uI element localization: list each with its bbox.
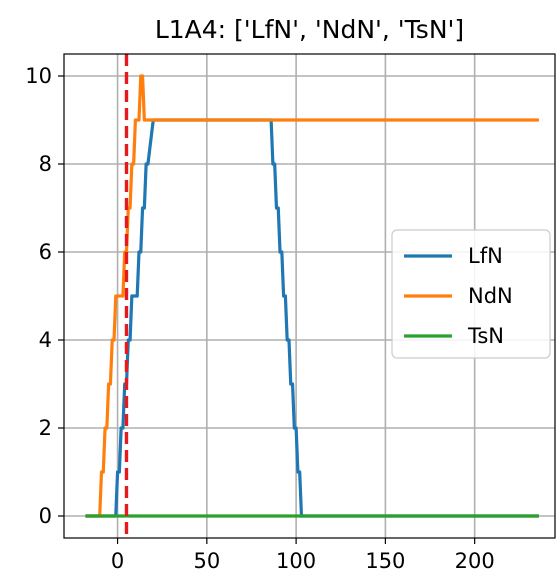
y-tick-label: 0	[39, 504, 52, 528]
x-tick-label: 200	[455, 549, 495, 573]
x-tick-label: 100	[276, 549, 316, 573]
legend-label-ndn: NdN	[468, 284, 513, 308]
legend-label-tsn: TsN	[467, 324, 504, 348]
legend: LfN NdN TsN	[391, 229, 551, 359]
legend-label-lfn: LfN	[468, 244, 503, 268]
y-tick-label: 2	[39, 416, 52, 440]
legend-box	[391, 229, 551, 359]
ticks: 0 50 100 150 200 0 2 4 6 8 10	[25, 64, 494, 573]
series-line-ndn	[85, 74, 539, 518]
x-tick-label: 150	[365, 549, 405, 573]
x-tick-label: 0	[111, 549, 124, 573]
y-tick-label: 4	[39, 328, 52, 352]
x-tick-label: 50	[193, 549, 220, 573]
y-tick-label: 6	[39, 240, 52, 264]
series-layer	[85, 74, 539, 518]
plot-frame	[63, 53, 556, 539]
chart-title: L1A4: ['LfN', 'NdN', 'TsN']	[155, 15, 464, 44]
y-tick-label: 10	[25, 64, 52, 88]
y-tick-label: 8	[39, 152, 52, 176]
